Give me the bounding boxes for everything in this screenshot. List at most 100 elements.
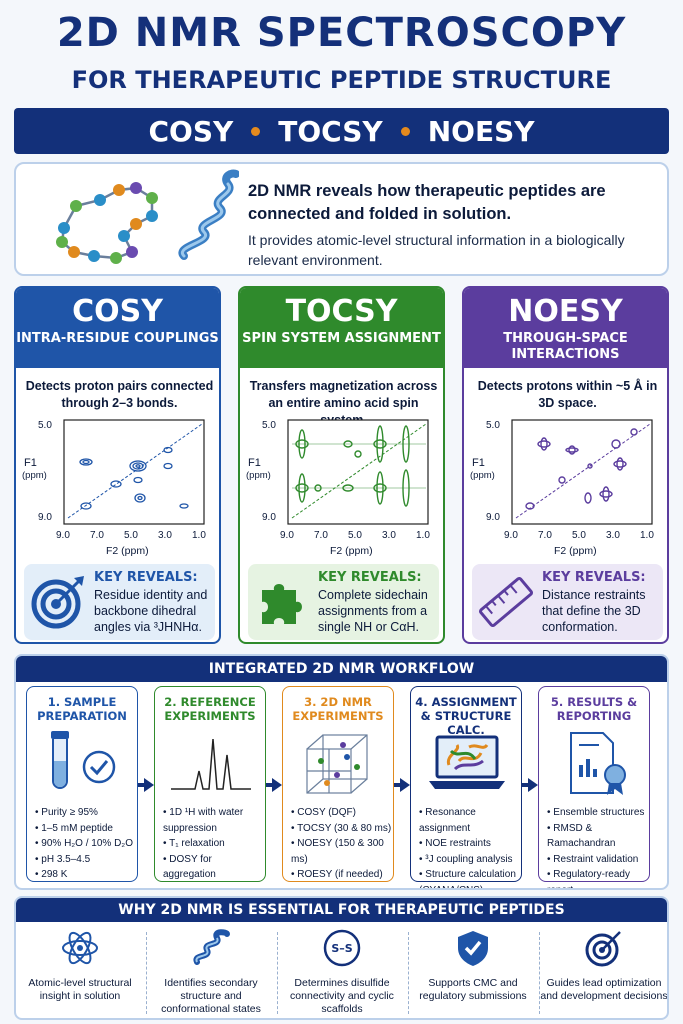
why-item-label: Supports CMC and regulatory submissions bbox=[419, 977, 527, 1002]
step-list: Resonance assignment NOE restraints ³J c… bbox=[419, 805, 523, 888]
intro-panel: 2D NMR reveals how therapeutic peptides … bbox=[14, 162, 669, 276]
list-item: ³J coupling analysis bbox=[419, 852, 523, 868]
tocsy-card: TOCSY SPIN SYSTEM ASSIGNMENT Transfers m… bbox=[238, 286, 445, 644]
why-item-label: Guides lead optimization and development… bbox=[540, 977, 668, 1002]
step-list: Ensemble structures RMSD & Ramachandran … bbox=[547, 805, 651, 888]
divider bbox=[277, 932, 278, 1014]
list-item: ROESY (if needed) bbox=[291, 867, 395, 883]
why-item: S–S Determines disulfide connectivity an… bbox=[278, 928, 406, 1016]
list-item: Resonance assignment bbox=[419, 805, 523, 836]
noesy-xtick: 5.0 bbox=[572, 530, 586, 541]
noesy-xtick: 1.0 bbox=[640, 530, 654, 541]
noesy-reveal-text: Distance restraints that define the 3D c… bbox=[542, 588, 646, 634]
why-item: Atomic-level structural insight in solut… bbox=[16, 928, 144, 1003]
cosy-card: COSY INTRA-RESIDUE COUPLINGS Detects pro… bbox=[14, 286, 221, 644]
peptide-chain-icon bbox=[56, 169, 239, 264]
workflow-panel: INTEGRATED 2D NMR WORKFLOW 1. SAMPLE PRE… bbox=[14, 654, 669, 890]
page-subtitle: FOR THERAPEUTIC PEPTIDE STRUCTURE bbox=[71, 66, 612, 94]
tocsy-ylabel: F1 bbox=[248, 457, 261, 469]
divider bbox=[408, 932, 409, 1014]
page-title: 2D NMR SPECTROSCOPY bbox=[56, 10, 627, 56]
noesy-key-reveals: KEY REVEALS: Distance restraints that de… bbox=[472, 564, 663, 640]
list-item: Ensemble structures bbox=[547, 805, 651, 821]
list-item: Restraint validation bbox=[547, 852, 651, 868]
cosy-xlabel: F2 (ppm) bbox=[106, 545, 149, 557]
banner-item-noesy: NOESY bbox=[427, 114, 535, 148]
puzzle-icon bbox=[262, 584, 302, 624]
noesy-xtick: 3.0 bbox=[606, 530, 620, 541]
tocsy-xtick: 7.0 bbox=[314, 530, 328, 541]
noesy-ylabel: F1 bbox=[472, 457, 485, 469]
list-item: 90% H₂O / 10% D₂O bbox=[35, 836, 139, 852]
list-item: T₁ relaxation bbox=[163, 836, 267, 852]
banner-item-cosy: COSY bbox=[148, 114, 234, 148]
laptop-icon bbox=[429, 735, 505, 789]
arrow-icon bbox=[522, 778, 538, 792]
intro-sub: It provides atomic-level structural info… bbox=[248, 232, 625, 268]
arrow-icon bbox=[138, 778, 154, 792]
divider bbox=[146, 932, 147, 1014]
why-item-label: Determines disulfide connectivity and cy… bbox=[290, 977, 394, 1015]
helix-icon bbox=[193, 929, 230, 965]
list-item: 1–5 mM peptide bbox=[35, 821, 139, 837]
tocsy-ytick-top: 5.0 bbox=[262, 420, 276, 431]
noesy-card: NOESY THROUGH-SPACE INTERACTIONS Detects… bbox=[462, 286, 669, 644]
atom-icon bbox=[62, 931, 98, 965]
target-icon bbox=[31, 576, 84, 629]
noesy-xlabel: F2 (ppm) bbox=[554, 545, 597, 557]
tocsy-header: TOCSY SPIN SYSTEM ASSIGNMENT bbox=[240, 288, 443, 368]
tocsy-description: Transfers magnetization across an entire… bbox=[249, 379, 438, 427]
step-list: Purity ≥ 95% 1–5 mM peptide 90% H₂O / 10… bbox=[35, 805, 139, 883]
cosy-xtick: 3.0 bbox=[158, 530, 172, 541]
cosy-xtick: 7.0 bbox=[90, 530, 104, 541]
arrow-icon bbox=[266, 778, 282, 792]
tocsy-reveal-title: KEY REVEALS: bbox=[318, 570, 422, 585]
list-item: pH 3.5–4.5 bbox=[35, 852, 139, 868]
why-item-label: Atomic-level structural insight in solut… bbox=[28, 977, 132, 1002]
tocsy-xtick: 1.0 bbox=[416, 530, 430, 541]
noesy-description: Detects protons within ~5 Å in 3D space. bbox=[477, 379, 658, 410]
list-item: Structure calculation (CYANA/CNS) bbox=[419, 867, 523, 888]
disulfide-icon-text: S–S bbox=[331, 942, 352, 955]
tocsy-reveal-text: Complete sidechain assignments from a si… bbox=[318, 588, 428, 634]
list-item: Regulatory-ready report bbox=[547, 867, 651, 888]
noesy-spectrum: 5.0 9.0 F1 (ppm) 9.0 7.0 5.0 3.0 1.0 F2 … bbox=[470, 419, 654, 557]
cosy-ytick-top: 5.0 bbox=[38, 420, 52, 431]
cosy-header: COSY INTRA-RESIDUE COUPLINGS bbox=[16, 288, 219, 368]
tocsy-ytick-bottom: 9.0 bbox=[262, 512, 276, 523]
shield-check-icon bbox=[458, 931, 488, 966]
step-title: 4. ASSIGNMENT & STRUCTURE CALC. bbox=[415, 695, 517, 737]
workflow-step-assignment-structure: 4. ASSIGNMENT & STRUCTURE CALC. Resonanc… bbox=[410, 686, 522, 888]
why-item: Guides lead optimization and development… bbox=[540, 928, 668, 1003]
why-item: Supports CMC and regulatory submissions bbox=[409, 928, 537, 1003]
cube-grid-icon bbox=[306, 734, 368, 794]
workflow-step-sample-preparation: 1. SAMPLE PREPARATION Purity ≥ 95% 1–5 m… bbox=[26, 686, 138, 882]
noesy-ytick-bottom: 9.0 bbox=[486, 512, 500, 523]
tocsy-spectrum: 5.0 9.0 F1 (ppm) 9.0 7.0 5.0 3.0 1.0 F2 … bbox=[246, 419, 430, 557]
cosy-spectrum: 5.0 9.0 F1 (ppm) 9.0 7.0 5.0 3.0 1.0 F2 … bbox=[22, 419, 206, 557]
cosy-reveal-title: KEY REVEALS: bbox=[94, 570, 198, 585]
cosy-ytick-bottom: 9.0 bbox=[38, 512, 52, 523]
cosy-yunit: (ppm) bbox=[22, 470, 47, 481]
noesy-xtick: 7.0 bbox=[538, 530, 552, 541]
list-item: Purity ≥ 95% bbox=[35, 805, 139, 821]
sample-tube-icon bbox=[51, 731, 116, 789]
ruler-icon bbox=[478, 576, 534, 628]
banner-item-tocsy: TOCSY bbox=[278, 114, 383, 148]
arrow-icon bbox=[394, 778, 410, 792]
tocsy-xtick: 5.0 bbox=[348, 530, 362, 541]
workflow-step-results-reporting: 5. RESULTS & REPORTING Ensemble structur… bbox=[538, 686, 650, 888]
tocsy-role: SPIN SYSTEM ASSIGNMENT bbox=[242, 331, 441, 346]
cosy-description: Detects proton pairs connected through 2… bbox=[25, 379, 214, 410]
target-icon bbox=[585, 931, 621, 967]
report-icon bbox=[570, 732, 626, 795]
why-panel: WHY 2D NMR IS ESSENTIAL FOR THERAPEUTIC … bbox=[14, 896, 669, 1020]
list-item: RMSD & Ramachandran bbox=[547, 821, 651, 852]
spectrum-peaks-icon bbox=[171, 738, 251, 790]
step-title: 2. REFERENCE EXPERIMENTS bbox=[164, 695, 256, 723]
noesy-title: NOESY bbox=[508, 294, 623, 329]
list-item: TOCSY (30 & 80 ms) bbox=[291, 821, 395, 837]
technique-banner: COSY TOCSY NOESY bbox=[14, 108, 669, 154]
list-item: NOE restraints bbox=[419, 836, 523, 852]
banner-dot bbox=[400, 126, 410, 136]
